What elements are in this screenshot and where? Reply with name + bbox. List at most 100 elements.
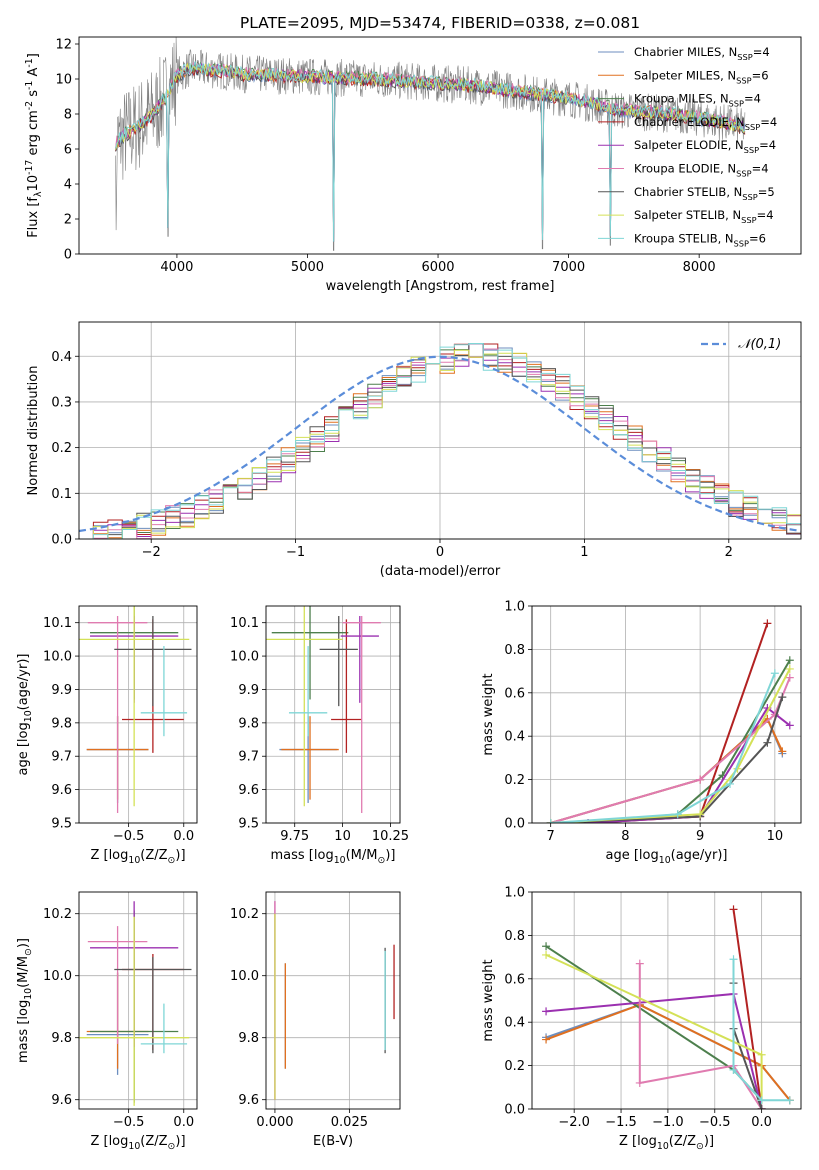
weight-line bbox=[550, 696, 784, 823]
x-tick-label: 10 bbox=[334, 829, 351, 844]
weight-marker bbox=[542, 1007, 551, 1016]
axes-frame bbox=[531, 605, 802, 824]
x-tick-label: 7 bbox=[547, 829, 555, 844]
y-axis-label: mass weight bbox=[481, 673, 496, 755]
plot-area bbox=[266, 606, 381, 813]
legend-label: Chabrier STELIB, NSSP=5 bbox=[634, 185, 775, 202]
y-tick-label: 10.1 bbox=[43, 616, 72, 631]
legend-label: Kroupa MILES, NSSP=4 bbox=[634, 92, 761, 109]
age-vs-mass-panel: 9.75 10 10.25 9.5 9.6 9.7 9.8 9.9 10.0 10.1 mass [… bbox=[230, 605, 409, 866]
y-tick-label: 0.4 bbox=[51, 350, 72, 365]
y-tick-label: 0.0 bbox=[504, 1103, 525, 1118]
normal-curve bbox=[79, 355, 801, 533]
x-tick-label: 8 bbox=[621, 829, 629, 844]
x-tick-label: 10 bbox=[767, 829, 784, 844]
y-tick-label: 6 bbox=[64, 143, 72, 158]
x-tick-label: 2 bbox=[725, 545, 733, 560]
weight-marker bbox=[785, 656, 794, 665]
y-tick-label: 0.3 bbox=[51, 395, 72, 410]
x-tick-label: 0.000 bbox=[256, 1115, 293, 1130]
y-tick-label: 10.0 bbox=[43, 650, 72, 665]
weight-line bbox=[638, 963, 763, 1109]
x-tick-label: 7000 bbox=[552, 260, 585, 275]
mass-vs-ebv-panel: 0.000 0.025 9.6 9.8 10.0 10.2 E(B-V) bbox=[230, 891, 401, 1149]
x-tick-label: −2.0 bbox=[558, 1115, 590, 1130]
x-tick-label: 9.75 bbox=[280, 829, 309, 844]
x-tick-label: 6000 bbox=[421, 260, 454, 275]
weight-marker bbox=[696, 810, 705, 819]
weight-marker bbox=[785, 721, 794, 730]
grid bbox=[79, 606, 197, 824]
weight-marker bbox=[726, 779, 735, 788]
axes-frame bbox=[78, 891, 198, 1110]
x-tick-label: 8000 bbox=[683, 260, 716, 275]
residual-histogram bbox=[79, 343, 801, 539]
x-axis-label: mass [log10(M/M⊙)] bbox=[271, 848, 396, 866]
x-tick-label: −2 bbox=[142, 545, 161, 560]
plot-area bbox=[79, 606, 192, 813]
y-tick-label: 10.2 bbox=[230, 907, 259, 922]
y-axis-label: Flux [fλ10-17 erg cm-2 s-1 A-1] bbox=[24, 53, 44, 238]
y-tick-label: 9.8 bbox=[51, 716, 72, 731]
ticks: 0.000 0.025 9.6 9.8 10.0 10.2 bbox=[230, 907, 368, 1130]
weight-marker bbox=[542, 1035, 551, 1044]
weight-marker bbox=[785, 664, 794, 673]
weight-line bbox=[545, 1003, 791, 1101]
weight-marker bbox=[729, 955, 738, 964]
mass-weight-vs-age-panel: 7 8 9 10 0.0 0.2 0.4 0.6 0.8 1.0 age [log10(age/yr… bbox=[481, 600, 802, 866]
y-tick-label: 0.8 bbox=[504, 643, 525, 658]
y-tick-label: 10.2 bbox=[43, 907, 72, 922]
weight-marker bbox=[770, 669, 779, 678]
y-tick-label: 0.4 bbox=[504, 730, 525, 745]
y-tick-label: 0.8 bbox=[504, 929, 525, 944]
mass-vs-Z-panel: −0.5 0.0 9.6 9.8 10.0 10.2 Z [log10(Z/Z⊙)] mass… bbox=[16, 891, 198, 1152]
y-tick-label: 0.4 bbox=[504, 1016, 525, 1031]
chart-title-spectrum: PLATE=2095, MJD=53474, FIBERID=0338, z=0… bbox=[240, 14, 640, 32]
x-axis-label: wavelength [Angstrom, rest frame] bbox=[326, 279, 555, 294]
ticks: 7 8 9 10 0.0 0.2 0.4 0.6 0.8 1.0 bbox=[504, 600, 783, 845]
spectrum-panel: 4000 5000 6000 7000 8000 0 2 4 6 8 10 12 wavelength … bbox=[24, 36, 802, 294]
y-tick-label: 0.2 bbox=[51, 441, 72, 456]
legend-label: Salpeter MILES, NSSP=6 bbox=[634, 68, 769, 85]
y-tick-label: 0.6 bbox=[504, 972, 525, 987]
weight-marker bbox=[729, 1065, 738, 1074]
x-axis-label: Z [log10(Z/Z⊙)] bbox=[90, 848, 185, 866]
x-tick-label: 5000 bbox=[291, 260, 324, 275]
weight-line bbox=[732, 909, 763, 1109]
y-tick-label: 9.7 bbox=[238, 750, 259, 765]
y-tick-label: 9.8 bbox=[51, 1031, 72, 1046]
y-tick-label: 2 bbox=[64, 213, 72, 228]
y-axis-label: age [log10(age/yr)] bbox=[16, 654, 34, 776]
weight-marker bbox=[778, 747, 787, 756]
x-axis-label: age [log10(age/yr)] bbox=[606, 848, 728, 866]
weight-marker bbox=[635, 1078, 644, 1087]
weight-marker bbox=[635, 959, 644, 968]
y-tick-label: 0.0 bbox=[504, 817, 525, 832]
x-tick-label: 4000 bbox=[160, 260, 193, 275]
x-tick-label: 1 bbox=[580, 545, 588, 560]
weight-marker bbox=[729, 905, 738, 914]
y-tick-label: 9.8 bbox=[238, 1031, 259, 1046]
weight-marker bbox=[673, 810, 682, 819]
y-tick-label: 9.6 bbox=[51, 783, 72, 798]
legend-label: Chabrier MILES, NSSP=4 bbox=[634, 45, 770, 62]
weight-marker bbox=[757, 1105, 766, 1109]
x-tick-label: 10.25 bbox=[372, 829, 409, 844]
y-tick-label: 0.2 bbox=[504, 1059, 525, 1074]
x-tick-label: 0.0 bbox=[173, 1115, 194, 1130]
x-axis-label: (data-model)/error bbox=[380, 564, 501, 579]
y-tick-label: 10.1 bbox=[230, 616, 259, 631]
ticks: −2 −1 0 1 2 0.0 0.1 0.2 0.3 0.4 bbox=[51, 350, 733, 560]
axes-frame bbox=[78, 36, 802, 255]
y-tick-label: 9.9 bbox=[51, 683, 72, 698]
x-tick-label: −1 bbox=[286, 545, 305, 560]
weight-marker bbox=[763, 738, 772, 747]
axes-frame bbox=[78, 605, 198, 824]
y-axis-label: mass [log10(M/M⊙)] bbox=[16, 938, 34, 1063]
axes-frame bbox=[265, 605, 401, 824]
y-tick-label: 9.7 bbox=[51, 750, 72, 765]
y-tick-label: 9.9 bbox=[238, 683, 259, 698]
y-tick-label: 4 bbox=[64, 178, 72, 193]
legend-label: Salpeter ELODIE, NSSP=4 bbox=[634, 138, 776, 155]
